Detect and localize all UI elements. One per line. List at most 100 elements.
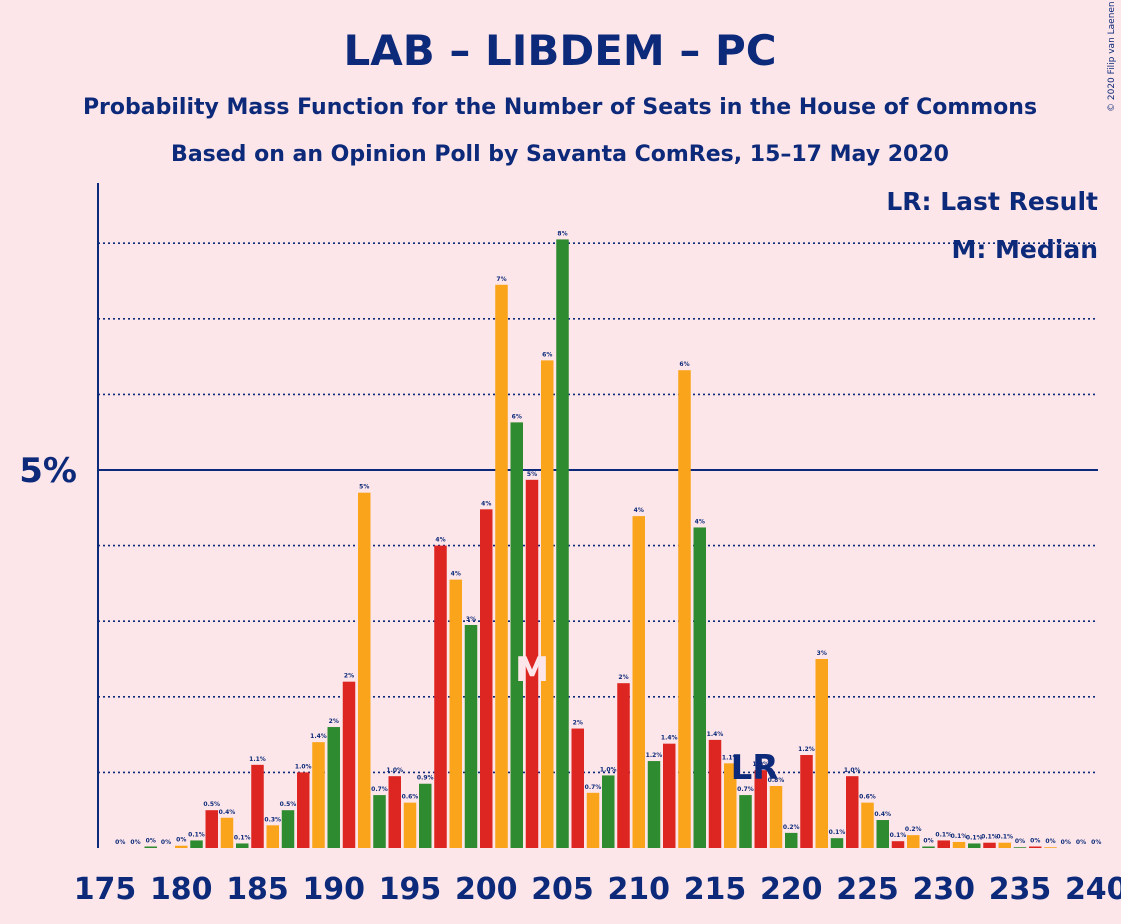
- bar-seat-188: [297, 772, 310, 848]
- bar-seat-235: [1013, 847, 1027, 848]
- chart-subtitle-2: Based on an Opinion Poll by Savanta ComR…: [171, 142, 949, 167]
- bar-label-seat-207: 0.7%: [585, 784, 602, 791]
- bar-seat-193: [373, 795, 386, 848]
- bar-label-seat-192: 5%: [359, 484, 369, 491]
- bar-seat-192: [358, 492, 371, 848]
- legend-median: M: Median: [951, 235, 1098, 264]
- bar-label-seat-234: 0.1%: [996, 834, 1013, 841]
- chart-title: LAB – LIBDEM – PC: [343, 26, 776, 75]
- bar-seat-191: [342, 681, 356, 848]
- bar-label-seat-179: 0%: [161, 839, 171, 846]
- bar-seat-182: [205, 810, 218, 848]
- bar-seat-186: [266, 825, 279, 848]
- bar-label-seat-180: 0%: [176, 837, 186, 844]
- last-result-marker: LR: [731, 748, 779, 788]
- bar-label-seat-210: 4%: [634, 507, 644, 514]
- chart-subtitle-1: Probability Mass Function for the Number…: [83, 95, 1037, 120]
- bar-label-seat-227: 0.1%: [890, 832, 907, 839]
- x-tick-200: 200: [455, 872, 518, 907]
- bar-seat-198: [449, 579, 462, 848]
- bar-seat-228: [907, 835, 920, 848]
- bar-seat-214: [693, 527, 706, 848]
- bar-label-seat-235: 0%: [1015, 838, 1025, 845]
- bar-seat-213: [678, 370, 691, 848]
- bar-label-seat-230: 0.1%: [935, 831, 952, 838]
- copyright-text: © 2020 Filip van Laenen: [1107, 1, 1117, 112]
- bar-seat-189: [312, 742, 325, 848]
- median-marker: M: [515, 650, 549, 690]
- bar-label-seat-200: 4%: [481, 500, 491, 507]
- bar-seat-230: [937, 840, 950, 848]
- bar-label-seat-176: 0%: [115, 839, 125, 846]
- bar-seat-217: [739, 795, 752, 848]
- bar-seat-220: [785, 832, 798, 848]
- bar-label-seat-216: 1.1%: [722, 754, 739, 761]
- bar-seat-197: [434, 545, 447, 848]
- bar-seat-202: [510, 422, 523, 848]
- bar-label-seat-197: 4%: [435, 537, 445, 544]
- bar-seat-190: [327, 727, 340, 848]
- bar-label-seat-221: 1.2%: [798, 746, 815, 753]
- bar-label-seat-208: 1.0%: [600, 766, 617, 773]
- bar-seat-208: [602, 775, 615, 848]
- bar-label-seat-226: 0.4%: [874, 811, 891, 818]
- bar-label-seat-238: 0%: [1061, 839, 1071, 846]
- bar-seat-205: [556, 239, 569, 849]
- bar-seat-218: [754, 770, 767, 848]
- bar-label-seat-212: 1.4%: [661, 735, 678, 742]
- bar-label-seat-228: 0.2%: [905, 826, 922, 833]
- bar-label-seat-201: 7%: [496, 276, 506, 283]
- bar-seat-211: [647, 761, 661, 848]
- bar-label-seat-190: 2%: [329, 718, 339, 725]
- bar-label-seat-194: 1.0%: [386, 767, 403, 774]
- bar-label-seat-231: 0.1%: [951, 833, 968, 840]
- legend-last-result: LR: Last Result: [886, 187, 1098, 216]
- bar-seat-229: [922, 846, 935, 848]
- bar-seat-226: [876, 820, 889, 848]
- bar-seat-237: [1044, 847, 1057, 848]
- bar-label-seat-178: 0%: [146, 837, 156, 844]
- bar-label-seat-196: 0.9%: [417, 775, 434, 782]
- bar-label-seat-222: 3%: [817, 650, 827, 657]
- bar-label-seat-224: 1.0%: [844, 767, 861, 774]
- bar-seat-195: [403, 802, 417, 848]
- bar-label-seat-187: 0.5%: [280, 801, 297, 808]
- bar-label-seat-223: 0.1%: [829, 829, 846, 836]
- bar-label-seat-219: 0.8%: [768, 777, 785, 784]
- bar-seat-185: [251, 764, 264, 848]
- bar-seat-203: [525, 479, 539, 848]
- bar-seat-201: [495, 284, 508, 848]
- bar-label-seat-229: 0%: [923, 837, 933, 844]
- bar-labels: 0% 0% 0% 0% 0%0.1%0.5%0.4%0.1%1.1%0.3%0.5%1.…: [115, 230, 1101, 846]
- x-tick-235: 235: [989, 872, 1052, 907]
- x-tick-230: 230: [912, 872, 975, 907]
- bar-label-seat-189: 1.4%: [310, 733, 327, 740]
- bars: [144, 239, 1057, 849]
- bar-seat-216: [724, 763, 737, 848]
- bar-label-seat-183: 0.4%: [219, 809, 236, 816]
- bar-label-seat-209: 2%: [618, 674, 628, 681]
- bar-label-seat-202: 6%: [512, 413, 522, 420]
- bar-seat-233: [983, 842, 996, 848]
- bar-label-seat-191: 2%: [344, 673, 354, 680]
- bar-seat-212: [663, 743, 676, 848]
- x-tick-215: 215: [684, 872, 747, 907]
- x-tick-185: 185: [226, 872, 289, 907]
- bar-label-seat-225: 0.6%: [859, 794, 876, 801]
- bar-seat-222: [815, 659, 828, 848]
- bar-label-seat-236: 0%: [1030, 837, 1040, 844]
- x-tick-190: 190: [302, 872, 365, 907]
- bar-label-seat-188: 1.0%: [295, 763, 312, 770]
- bar-label-seat-211: 1.2%: [646, 752, 663, 759]
- bar-label-seat-199: 3%: [466, 616, 476, 623]
- bar-seat-232: [968, 843, 981, 848]
- bar-label-seat-213: 6%: [679, 361, 689, 368]
- bar-seat-236: [1029, 846, 1042, 848]
- bar-seat-224: [846, 776, 859, 848]
- bar-seat-196: [419, 783, 432, 848]
- bar-seat-181: [190, 840, 203, 848]
- bar-seat-209: [617, 683, 630, 848]
- bar-seat-234: [998, 842, 1011, 848]
- bar-seat-187: [281, 810, 295, 848]
